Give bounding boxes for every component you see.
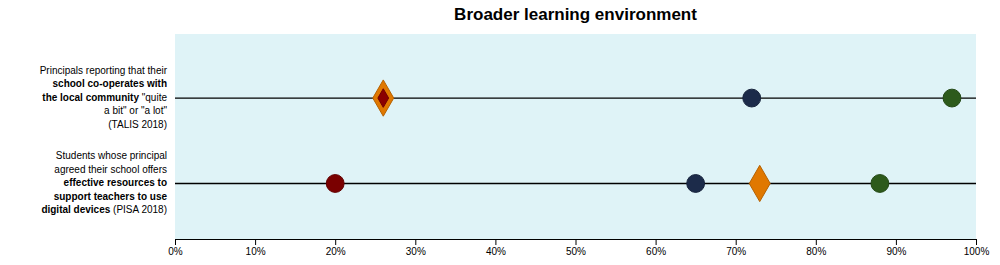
dot: [373, 80, 394, 116]
row-label-part: school co-operates with: [53, 78, 167, 89]
row-label-part: the local community: [42, 92, 139, 103]
x-tick-label: 0%: [168, 246, 183, 257]
row-label-part: (PISA 2018): [110, 204, 167, 215]
plot-background: [175, 34, 976, 239]
row-label-part: digital devices: [41, 204, 110, 215]
x-axis: 0% 10% 20% 30% 40% 50% 60% 70% 80% 90% 100%: [168, 239, 989, 257]
x-tick: 0%: [168, 239, 183, 257]
x-tick: 10%: [246, 239, 266, 257]
title: Broader learning environment: [454, 5, 697, 24]
x-tick-mark: [656, 239, 657, 245]
x-tick-label: 10%: [246, 246, 266, 257]
dot: [943, 89, 961, 107]
x-tick-mark: [896, 239, 897, 245]
x-tick: 70%: [726, 239, 746, 257]
x-tick-mark: [175, 239, 176, 245]
dot: [749, 165, 770, 201]
dot: [687, 175, 705, 193]
row-line: [175, 97, 976, 98]
x-tick-label: 20%: [326, 246, 346, 257]
row-label: Principals reporting that their school co…: [40, 65, 168, 130]
x-tick-label: 90%: [886, 246, 906, 257]
x-tick-label: 60%: [646, 246, 666, 257]
x-tick-label: 30%: [406, 246, 426, 257]
chart: Broader learning environment 0% 10% 20% 30% 4…: [0, 0, 1000, 265]
x-tick-label: 100%: [964, 246, 990, 257]
row-label-part: agreed their school offers: [54, 164, 167, 175]
x-axis-line: [176, 240, 977, 246]
dot: [871, 175, 889, 193]
row-label-part: effective resources to: [64, 177, 167, 188]
row-label-part: Principals reporting that their: [40, 65, 168, 76]
row-label-part: support teachers to use: [54, 191, 168, 202]
x-tick-mark: [576, 239, 577, 245]
x-tick-mark: [495, 239, 496, 245]
row-label-part: (TALIS 2018): [108, 119, 167, 130]
x-tick-label: 70%: [726, 246, 746, 257]
x-tick-mark: [816, 239, 817, 245]
x-tick: 50%: [566, 239, 586, 257]
x-tick-label: 40%: [486, 246, 506, 257]
row-label-part: a bit" or "a lot": [104, 105, 167, 116]
row-label: Students whose principal agreed their sch…: [41, 150, 167, 215]
dot: [378, 89, 389, 108]
dot: [326, 175, 344, 193]
x-tick-mark: [255, 239, 256, 245]
x-tick: 60%: [646, 239, 666, 257]
row-label-part: Students whose principal: [56, 150, 167, 161]
x-tick: 80%: [806, 239, 826, 257]
x-tick-label: 80%: [806, 246, 826, 257]
x-tick-mark: [415, 239, 416, 245]
x-tick-label: 50%: [566, 246, 586, 257]
row-label-part: "quite: [139, 92, 167, 103]
dot: [743, 89, 761, 107]
row-line: [175, 183, 976, 184]
x-tick: 100%: [964, 239, 990, 257]
marks: [175, 80, 976, 202]
x-tick-mark: [335, 239, 336, 245]
x-tick: 90%: [886, 239, 906, 257]
x-tick: 40%: [486, 239, 506, 257]
x-tick: 30%: [406, 239, 426, 257]
x-tick-mark: [736, 239, 737, 245]
x-tick-mark: [976, 239, 977, 245]
x-tick: 20%: [326, 239, 346, 257]
